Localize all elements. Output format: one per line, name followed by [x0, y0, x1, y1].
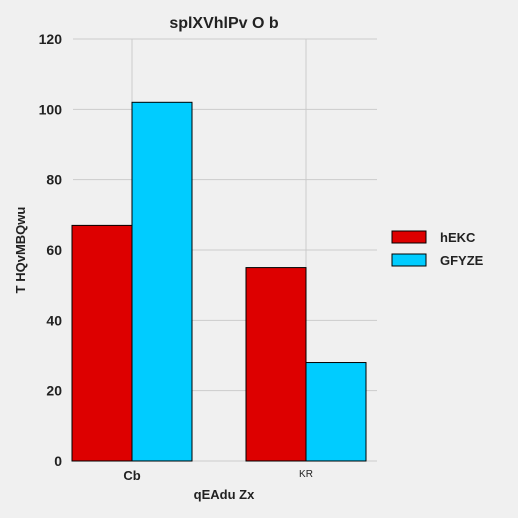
legend-swatch-hekc	[391, 230, 427, 244]
bar-gfyze-cb	[131, 101, 193, 462]
y-tick-label: 40	[46, 312, 62, 328]
y-tick-label: 60	[46, 242, 62, 258]
y-tick-label: 20	[46, 383, 62, 399]
x-tick-label: Cb	[123, 468, 140, 483]
legend-label-gfyze: GFYZE	[440, 253, 484, 268]
bar-gfyze-kr	[305, 362, 367, 462]
bar-hekc-kr	[245, 267, 307, 462]
y-tick-label: 100	[39, 101, 63, 117]
bars	[71, 101, 367, 462]
chart-title: splXVhlPv O b	[169, 15, 279, 32]
x-axis-label: qEAdu Zx	[194, 487, 255, 502]
bar-hekc-cb	[71, 224, 133, 462]
x-tick-labels: Cb KR	[123, 468, 313, 483]
y-tick-labels: 0 20 40 60 80 100 120	[39, 31, 63, 469]
legend-swatch-gfyze	[391, 253, 427, 267]
y-tick-label: 80	[46, 172, 62, 188]
y-tick-label: 120	[39, 31, 63, 47]
legend: hEKC GFYZE	[391, 230, 484, 268]
x-tick-label: KR	[299, 469, 313, 480]
y-axis-label: T HQvMBQwu	[13, 207, 28, 294]
y-tick-label: 0	[54, 453, 62, 469]
legend-label-hekc: hEKC	[440, 230, 476, 245]
